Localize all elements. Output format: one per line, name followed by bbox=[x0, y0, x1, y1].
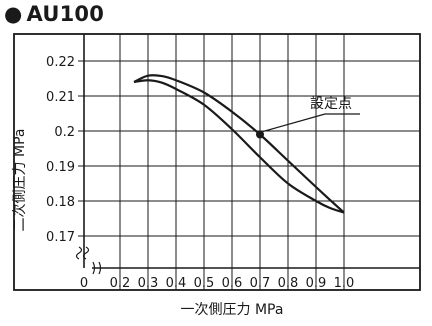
y-tick-label: 0.18 bbox=[46, 195, 75, 210]
grid bbox=[78, 34, 420, 290]
x-tick-label: 0.6 bbox=[222, 276, 243, 291]
x-tick-label: 0.5 bbox=[194, 276, 215, 291]
y-tick-label: 0.19 bbox=[46, 160, 75, 175]
plot-border bbox=[13, 33, 421, 291]
y-tick-label: 0.22 bbox=[46, 55, 75, 70]
set-point-leader-line bbox=[262, 113, 326, 133]
y-tick-label: 0.17 bbox=[46, 230, 75, 245]
x-axis-break-mark bbox=[92, 261, 102, 275]
y-tick-label: 0.21 bbox=[46, 90, 75, 105]
x-tick-label: 0.2 bbox=[110, 276, 131, 291]
y-axis-break-mark bbox=[75, 246, 90, 260]
y-axis-label: 二次側圧力 MPa bbox=[12, 129, 28, 232]
y-tick-label: 0.2 bbox=[54, 125, 75, 140]
set-point-label: 設定点 bbox=[310, 96, 352, 112]
series-line-lower bbox=[133, 79, 345, 214]
x-tick-label: 0.3 bbox=[138, 276, 159, 291]
chart-title: AU100 bbox=[26, 2, 105, 26]
x-tick-label: 1.0 bbox=[334, 276, 355, 291]
bullet-icon: ● bbox=[4, 2, 23, 26]
tick-labels: 0 0.2 0.3 0.4 0.5 0.6 0.7 0.8 0.9 1.0 0.17 0.18 0.19… bbox=[46, 55, 354, 291]
x-tick-label: 0.7 bbox=[250, 276, 271, 291]
annotations: 設定点 bbox=[256, 96, 360, 139]
set-point-marker bbox=[256, 130, 264, 139]
x-tick-label: 0.9 bbox=[306, 276, 327, 291]
x-tick-label: 0 bbox=[80, 276, 88, 291]
chart-header: ● AU100 bbox=[4, 2, 104, 26]
x-axis-label: 一次側圧力 MPa bbox=[181, 302, 284, 318]
series-line-upper bbox=[133, 74, 345, 214]
plot-frame bbox=[13, 33, 421, 291]
x-tick-label: 0.8 bbox=[278, 276, 299, 291]
series-layer bbox=[133, 74, 345, 214]
x-tick-label: 0.4 bbox=[166, 276, 187, 291]
